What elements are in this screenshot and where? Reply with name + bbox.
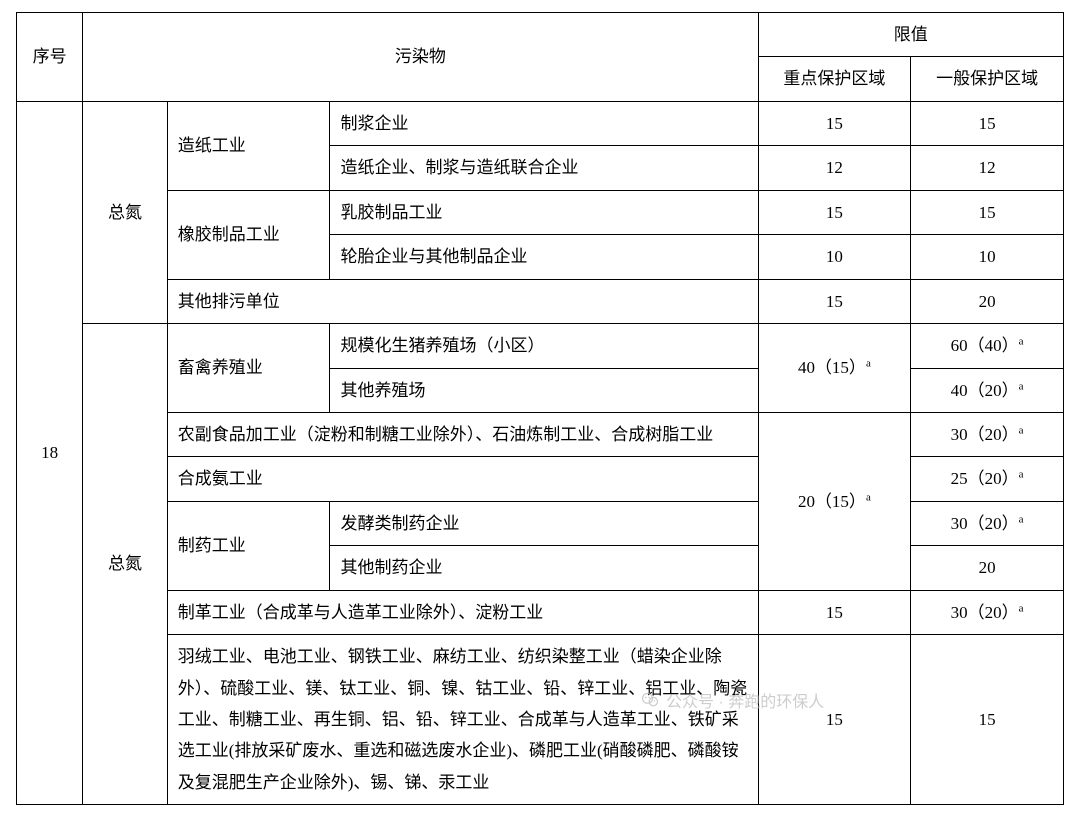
cell: 15 (758, 101, 911, 145)
cell: 15 (758, 279, 911, 323)
cell: 造纸工业 (167, 101, 330, 190)
cell: 12 (911, 146, 1064, 190)
cell: 乳胶制品工业 (330, 190, 758, 234)
cell: 15 (911, 101, 1064, 145)
cell: 20 (911, 546, 1064, 590)
cell: 15 (911, 635, 1064, 805)
cell: 20 (911, 279, 1064, 323)
cell: 30（20）a (911, 590, 1064, 634)
header-limit: 限值 (758, 13, 1063, 57)
cell: 发酵类制药企业 (330, 501, 758, 545)
cell: 60（40）a (911, 324, 1064, 368)
cell: 20（15）a (758, 412, 911, 590)
cell: 造纸企业、制浆与造纸联合企业 (330, 146, 758, 190)
cell: 其他养殖场 (330, 368, 758, 412)
header-key-zone: 重点保护区域 (758, 57, 911, 101)
cell: 总氮 (83, 324, 167, 805)
cell: 15 (758, 190, 911, 234)
cell: 制浆企业 (330, 101, 758, 145)
cell: 其他制药企业 (330, 546, 758, 590)
cell: 15 (911, 190, 1064, 234)
cell: 畜禽养殖业 (167, 324, 330, 413)
cell: 其他排污单位 (167, 279, 758, 323)
seq-number: 18 (17, 101, 83, 804)
cell: 10 (911, 235, 1064, 279)
cell: 15 (758, 590, 911, 634)
cell: 羽绒工业、电池工业、钢铁工业、麻纺工业、纺织染整工业（蜡染企业除外）、硫酸工业、… (167, 635, 758, 805)
cell: 制药工业 (167, 501, 330, 590)
cell: 制革工业（合成革与人造革工业除外）、淀粉工业 (167, 590, 758, 634)
cell: 25（20）a (911, 457, 1064, 501)
cell: 规模化生猪养殖场（小区） (330, 324, 758, 368)
cell: 轮胎企业与其他制品企业 (330, 235, 758, 279)
header-seq: 序号 (17, 13, 83, 102)
header-pollutant: 污染物 (83, 13, 758, 102)
cell: 40（15）a (758, 324, 911, 413)
cell: 12 (758, 146, 911, 190)
cell: 30（20）a (911, 501, 1064, 545)
cell: 30（20）a (911, 412, 1064, 456)
cell: 橡胶制品工业 (167, 190, 330, 279)
pollutant-limits-table: 序号 污染物 限值 重点保护区域 一般保护区域 18 总氮 造纸工业 制浆企业 … (16, 12, 1064, 805)
cell: 40（20）a (911, 368, 1064, 412)
cell: 农副食品加工业（淀粉和制糖工业除外）、石油炼制工业、合成树脂工业 (167, 412, 758, 456)
cell: 15 (758, 635, 911, 805)
cell: 总氮 (83, 101, 167, 323)
header-general-zone: 一般保护区域 (911, 57, 1064, 101)
cell: 10 (758, 235, 911, 279)
cell: 合成氨工业 (167, 457, 758, 501)
